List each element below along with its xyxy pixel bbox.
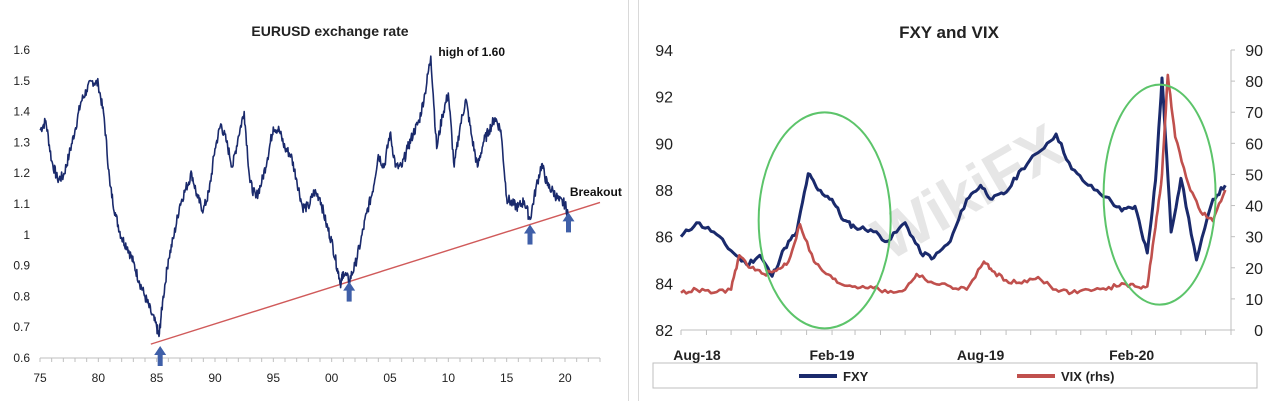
y-tick-label: 1.1	[13, 197, 30, 211]
x-tick-label: 85	[150, 371, 164, 385]
x-tick-label: Feb-19	[809, 347, 854, 363]
highlight-ellipse	[1102, 83, 1217, 306]
y-right-tick-label: 90	[1245, 43, 1263, 60]
y-left-tick-label: 86	[655, 230, 673, 247]
x-tick-label: 20	[558, 371, 572, 385]
x-tick-label: 15	[500, 371, 514, 385]
y-right-tick-label: 10	[1245, 292, 1263, 309]
fxy-series-line	[679, 76, 1227, 278]
support-arrow-shaft	[527, 232, 533, 245]
x-tick-label: 10	[442, 371, 456, 385]
y-tick-label: 1.6	[13, 43, 30, 57]
legend-label-vix: VIX (rhs)	[1061, 369, 1114, 384]
wikifx-watermark: WikiFX	[862, 111, 1075, 274]
x-tick-label: Feb-20	[1109, 347, 1154, 363]
y-right-tick-label: 70	[1245, 105, 1263, 122]
support-arrow-head	[343, 281, 356, 291]
y-right-tick-label: 50	[1245, 167, 1263, 184]
fxy-vix-chart: WikiFX FXY and VIX FXY VIX (rhs) 82 84 86 8…	[652, 23, 1263, 389]
y-right-tick-label: 0	[1254, 323, 1263, 340]
y-left-tick-label: 92	[655, 90, 673, 107]
y-left-tick-label: 82	[655, 323, 673, 340]
eurusd-chart-panel: EURUSD exchange rate 75 80 85 90 95 00 05 10 15 2…	[0, 0, 629, 401]
y-right-tick-label: 60	[1245, 136, 1263, 153]
y-left-tick-label: 84	[655, 276, 673, 293]
x-tick-label: 75	[33, 371, 47, 385]
y-tick-label: 0.7	[13, 320, 30, 334]
y-right-tick-label: 30	[1245, 230, 1263, 247]
y-tick-label: 1.2	[13, 166, 30, 180]
vix-series-line	[680, 73, 1227, 296]
y-tick-label: 0.6	[13, 351, 30, 365]
support-arrow-shaft	[566, 220, 571, 233]
x-tick-label: 90	[208, 371, 222, 385]
x-tick-label: Aug-19	[957, 347, 1005, 363]
highlight-ellipse	[757, 111, 892, 330]
eurusd-chart-title: EURUSD exchange rate	[251, 23, 408, 39]
x-tick-label: 95	[267, 371, 281, 385]
legend-label-fxy: FXY	[843, 369, 869, 384]
y-tick-label: 1.4	[13, 105, 30, 119]
x-tick-label: Aug-18	[673, 347, 721, 363]
x-tick-label: 00	[325, 371, 339, 385]
fxy-vix-chart-panel: WikiFX FXY and VIX FXY VIX (rhs) 82 84 86 8…	[638, 0, 1280, 401]
support-arrow-shaft	[346, 289, 352, 302]
y-right-tick-label: 80	[1245, 74, 1263, 91]
y-left-tick-label: 94	[655, 43, 673, 60]
y-right-tick-label: 40	[1245, 199, 1263, 216]
fxy-vix-chart-title: FXY and VIX	[899, 23, 999, 42]
y-tick-label: 1	[23, 228, 30, 242]
legend-box	[652, 362, 1258, 389]
y-left-tick-label: 90	[655, 136, 673, 153]
eurusd-chart: EURUSD exchange rate 75 80 85 90 95 00 05 10 15 2…	[13, 23, 622, 385]
annotation-label: high of 1.60	[438, 45, 505, 59]
support-arrow-head	[562, 212, 575, 222]
x-tick-label: 80	[92, 371, 106, 385]
x-tick-label: 05	[383, 371, 397, 385]
y-tick-label: 1.3	[13, 135, 30, 149]
y-tick-label: 1.5	[13, 74, 30, 88]
y-right-tick-label: 20	[1245, 261, 1263, 278]
eurusd-series-line	[39, 55, 570, 338]
y-left-tick-label: 88	[655, 183, 673, 200]
support-arrow-head	[524, 224, 536, 234]
trendline	[150, 201, 601, 345]
y-tick-label: 0.8	[13, 289, 30, 303]
support-arrow-head	[154, 346, 167, 355]
annotation-label: Breakout	[570, 185, 622, 199]
y-tick-label: 0.9	[13, 259, 30, 273]
support-arrow-shaft	[157, 354, 163, 366]
